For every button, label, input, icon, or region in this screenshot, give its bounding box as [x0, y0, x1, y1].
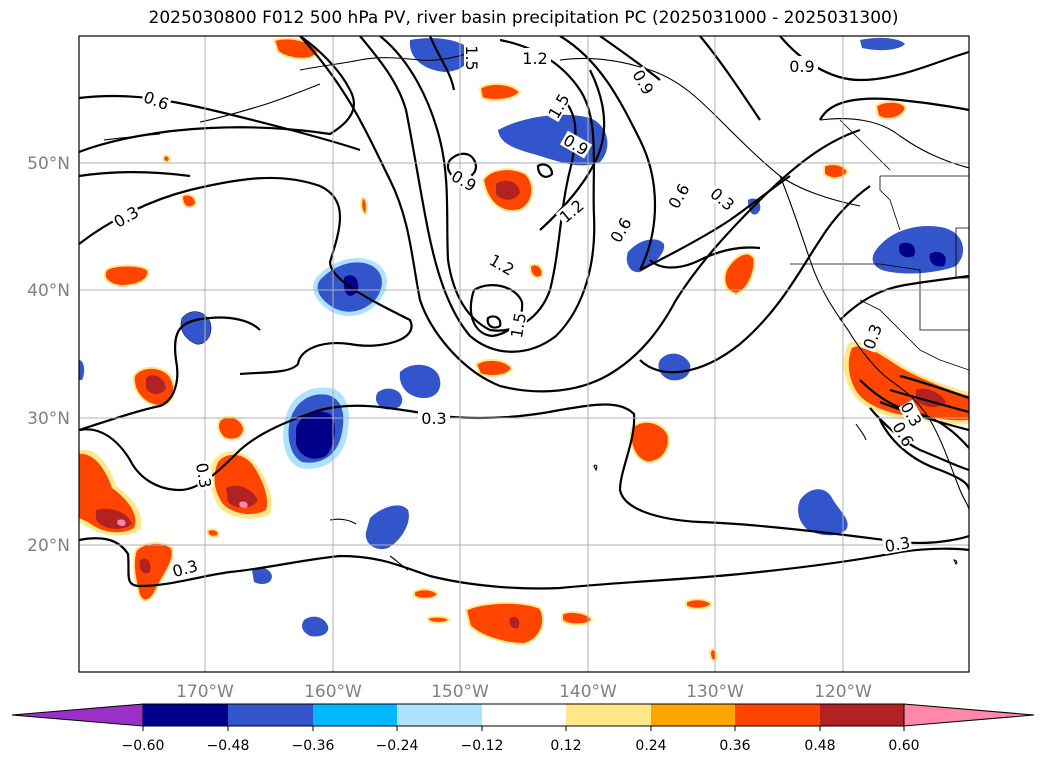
contour-label: 1.5: [462, 45, 481, 70]
longitude-labels: 170°W 160°W 150°W 140°W 130°W 120°W: [176, 682, 872, 702]
positive-anomaly-40n: [103, 264, 150, 288]
colorbar-swatch: [735, 704, 820, 726]
colorbar-tick-label: −0.24: [376, 738, 419, 754]
colorbar-right-extend: [903, 703, 1035, 727]
positive-anomaly-south: [464, 601, 545, 646]
negative-anomaly-small-c: [375, 388, 403, 410]
contour-label: 1.2: [522, 49, 547, 68]
latitude-labels: 50°N 40°N 30°N 20°N: [27, 154, 70, 556]
colorbar-swatch: [651, 704, 735, 726]
colorbar-tick-label: −0.36: [292, 738, 335, 754]
colorbar-swatch: [820, 704, 904, 726]
positive-anomaly-far-west-25n: [79, 449, 142, 536]
lon-tick-label: 140°W: [559, 682, 617, 702]
map-title: 2025030800 F012 500 hPa PV, river basin …: [148, 8, 899, 28]
lon-tick-label: 120°W: [814, 682, 872, 702]
colorbar-swatch: [482, 704, 566, 726]
lon-tick-label: 130°W: [686, 682, 744, 702]
lat-tick-label: 20°N: [27, 536, 70, 556]
coastlines: [103, 49, 969, 571]
colorbar-tick-label: 0.24: [635, 738, 666, 754]
map-border: [78, 35, 970, 673]
colorbar-swatch: [313, 704, 397, 726]
negative-anomaly-small-f: [252, 567, 272, 584]
lon-tick-label: 150°W: [431, 682, 489, 702]
colorbar-tick-label: −0.60: [122, 738, 165, 754]
positive-anomaly-138w: [629, 420, 670, 464]
colorbar-swatch: [397, 704, 482, 726]
positive-anomaly-west-25n: [209, 451, 272, 519]
colorbar-swatch: [143, 704, 228, 726]
graticule: [79, 36, 969, 672]
contour-label: 0.3: [421, 409, 446, 428]
lon-tick-label: 160°W: [304, 682, 362, 702]
colorbar-tick-label: 0.12: [550, 738, 581, 754]
colorbar-left-extend: [11, 703, 144, 727]
colorbar-tick-label: −0.48: [207, 738, 250, 754]
contour-label: 0.9: [789, 57, 814, 76]
negative-anomaly-small-b: [399, 364, 441, 398]
negative-anomaly-135w: [658, 353, 691, 381]
contour-label: 1.5: [507, 311, 530, 339]
negative-anomaly-small-e: [302, 616, 329, 637]
colorbar-swatch: [228, 704, 313, 726]
pv-contours: [79, 36, 969, 590]
contour-label: 0.3: [883, 533, 911, 556]
contour-label: 0.3: [192, 461, 215, 489]
positive-anomaly-132w: [723, 252, 756, 296]
colorbar-tick-label: 0.36: [719, 738, 750, 754]
lat-tick-label: 40°N: [27, 281, 70, 301]
colorbar-tick-label: 0.48: [804, 738, 835, 754]
lat-tick-label: 50°N: [27, 154, 70, 174]
negative-anomaly-small-d: [365, 505, 409, 550]
negative-anomaly-small-a: [180, 311, 212, 345]
lat-tick-label: 30°N: [27, 409, 70, 429]
negative-anomaly-120w-20n: [798, 489, 848, 536]
colorbar-swatch: [566, 704, 651, 726]
colorbar-tick-label: −0.12: [461, 738, 504, 754]
colorbar-tick-label: 0.60: [888, 738, 919, 754]
lon-tick-label: 170°W: [176, 682, 234, 702]
colorbar: −0.60 −0.48 −0.36 −0.24 −0.12 0.12 0.24 …: [11, 703, 1035, 754]
